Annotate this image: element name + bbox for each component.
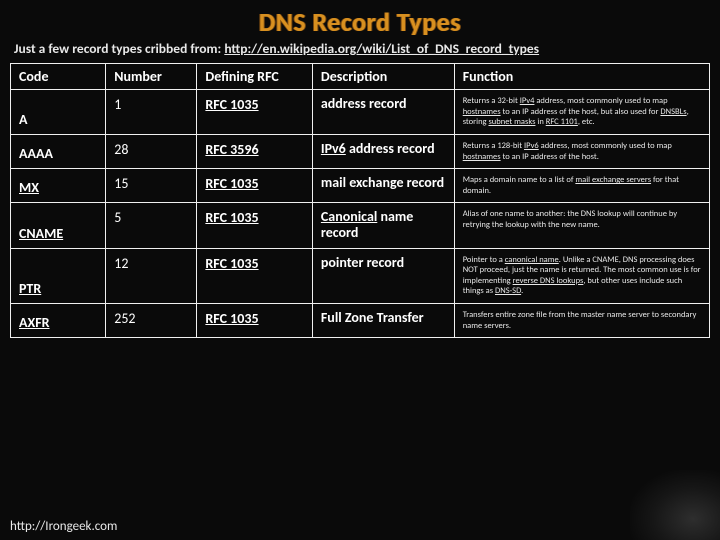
cell-rfc: RFC 1035 [197,248,312,304]
cell-number: 5 [106,203,197,248]
cell-func: Returns a 128-bit IPv6 address, most com… [454,134,709,168]
cell-number: 252 [106,304,197,338]
th-func: Function [454,64,709,90]
table-header-row: Code Number Defining RFC Description Fun… [11,64,710,90]
cell-number: 12 [106,248,197,304]
cell-func: Maps a domain name to a list of mail exc… [454,169,709,203]
cell-func: Returns a 32-bit IPv4 address, most comm… [454,90,709,135]
cell-number: 15 [106,169,197,203]
table-row: AAAA28RFC 3596IPv6 address recordReturns… [11,134,710,168]
subtitle-link[interactable]: http://en.wikipedia.org/wiki/List_of_DNS… [224,40,539,57]
cell-rfc: RFC 1035 [197,304,312,338]
cell-desc: Full Zone Transfer [312,304,454,338]
table-row: PTR12RFC 1035pointer recordPointer to a … [11,248,710,304]
cell-desc: pointer record [312,248,454,304]
cell-number: 28 [106,134,197,168]
cell-code: MX [11,169,106,203]
th-number: Number [106,64,197,90]
cell-rfc: RFC 3596 [197,134,312,168]
cell-code: CNAME [11,203,106,248]
table-row: A1RFC 1035address recordReturns a 32-bit… [11,90,710,135]
cell-desc: address record [312,90,454,135]
corner-graphic [630,470,720,540]
footer-link[interactable]: http://Irongeek.com [10,519,117,534]
cell-rfc: RFC 1035 [197,169,312,203]
cell-func: Transfers entire zone file from the mast… [454,304,709,338]
th-code: Code [11,64,106,90]
cell-rfc: RFC 1035 [197,203,312,248]
cell-code: AAAA [11,134,106,168]
cell-desc: IPv6 address record [312,134,454,168]
cell-rfc: RFC 1035 [197,90,312,135]
th-rfc: Defining RFC [197,64,312,90]
table-row: AXFR252RFC 1035Full Zone TransferTransfe… [11,304,710,338]
records-table: Code Number Defining RFC Description Fun… [10,63,710,338]
table-row: MX15RFC 1035mail exchange recordMaps a d… [11,169,710,203]
table-row: CNAME5RFC 1035Canonical name recordAlias… [11,203,710,248]
cell-code: A [11,90,106,135]
cell-desc: mail exchange record [312,169,454,203]
slide-title: DNS Record Types [259,6,461,38]
cell-code: AXFR [11,304,106,338]
cell-func: Alias of one name to another: the DNS lo… [454,203,709,248]
cell-number: 1 [106,90,197,135]
subtitle: Just a few record types cribbed from: ht… [10,40,710,57]
cell-code: PTR [11,248,106,304]
cell-func: Pointer to a canonical name. Unlike a CN… [454,248,709,304]
subtitle-prefix: Just a few record types cribbed from: [14,40,224,57]
th-desc: Description [312,64,454,90]
cell-desc: Canonical name record [312,203,454,248]
